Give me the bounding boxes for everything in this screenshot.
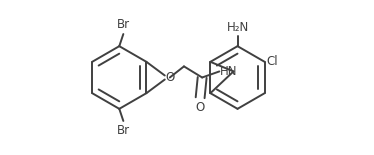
Text: O: O (166, 71, 175, 84)
Text: Br: Br (117, 18, 130, 31)
Text: O: O (196, 101, 205, 114)
Text: H₂N: H₂N (226, 21, 249, 34)
Text: Br: Br (117, 124, 130, 137)
Text: HN: HN (220, 65, 238, 78)
Text: Cl: Cl (267, 55, 278, 68)
